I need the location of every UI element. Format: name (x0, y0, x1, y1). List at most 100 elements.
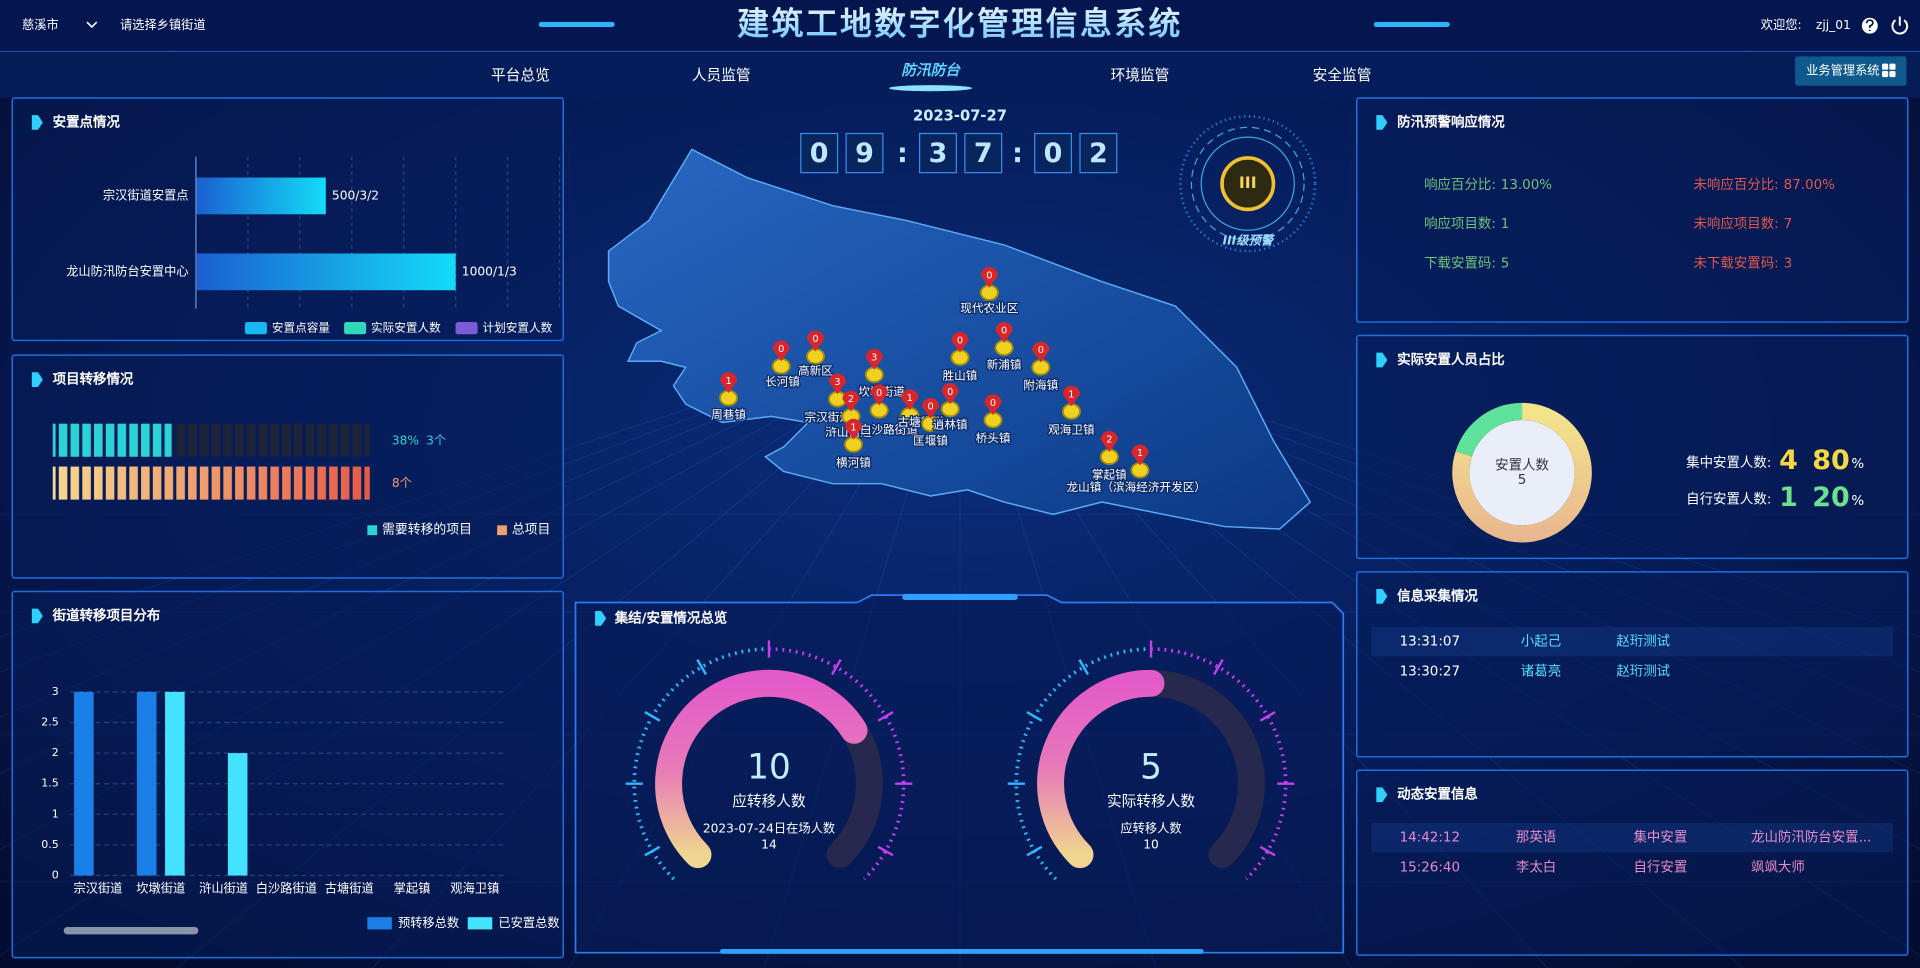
pin-count: 0 (957, 335, 963, 346)
response-value: 5 (1501, 256, 1510, 271)
gauge-tick (1259, 711, 1276, 722)
welcome: 欢迎您: (1761, 17, 1802, 32)
table-cell: 那英语 (1516, 829, 1556, 846)
town-name: 周巷镇 (711, 408, 746, 422)
town-name: 观海卫镇 (1048, 422, 1095, 436)
panel-title-marker (595, 611, 607, 626)
nav-item[interactable]: 人员监管 (692, 67, 751, 84)
response-item: 未下载安置码: 3 (1693, 255, 1792, 271)
gauge-tick (1259, 845, 1276, 857)
system-button[interactable] (1795, 56, 1907, 86)
clock-box (1079, 132, 1118, 174)
panel-title-marker (1376, 352, 1388, 368)
dropdown-chevron[interactable] (86, 21, 98, 29)
response-item: 响应百分比: 13.00% (1424, 176, 1552, 193)
town-name: 长河镇 (765, 375, 800, 389)
gauge-ring (632, 647, 769, 881)
gauge-value (1037, 669, 1165, 869)
table-cell: 诸葛亮 (1521, 663, 1561, 680)
donut-bg (1469, 420, 1575, 526)
legend-label: 已安置总数 (498, 915, 559, 930)
gauge-tick (1026, 711, 1043, 722)
donut-segment (1455, 402, 1523, 457)
nav-item[interactable]: 防汛防台 (901, 62, 961, 79)
legend-label: 需要转移的项目 (382, 522, 472, 538)
bar (195, 177, 326, 215)
y-tick-label: 1.5 (41, 777, 59, 790)
legend-label: 总项目 (512, 523, 551, 538)
clock-box (800, 132, 839, 174)
nav-item[interactable]: 环境监管 (1111, 66, 1170, 84)
x-tick-label: 宗汉街道 (73, 881, 122, 896)
gauge-ref-value: 14 (761, 837, 777, 851)
gauge-ref-value: 10 (1143, 837, 1159, 851)
city: 慈溪市 (22, 17, 59, 32)
panel-title-marker (1376, 115, 1388, 130)
nav-item[interactable]: 平台总览 (491, 67, 550, 84)
table-cell: 15:26:40 (1400, 861, 1460, 876)
town-name: 匡堰镇 (913, 433, 948, 447)
town-select[interactable]: 请选择乡镇街道 (120, 18, 206, 32)
pin-count: 0 (990, 398, 996, 409)
donut-center-label: 安置人数 (1495, 457, 1549, 473)
response-label: 下载安置码: (1424, 255, 1496, 271)
frame-deco (902, 593, 1018, 601)
panel-title-marker (31, 372, 43, 387)
town-name: 白沙路街道 (860, 422, 918, 436)
y-tick-label: 2 (52, 746, 59, 759)
user-name: zjj_01 (1816, 18, 1851, 32)
scrollbar[interactable] (63, 926, 199, 935)
clock-digit: : (897, 138, 908, 169)
map-pin (1100, 431, 1118, 452)
response-value: 87.00% (1784, 178, 1836, 193)
panel-title: 动态安置信息 (1397, 786, 1478, 803)
page-title: 建筑工地数字化管理信息系统 (737, 5, 1183, 43)
value-label: 3个 (426, 433, 446, 447)
map-pin (901, 389, 919, 411)
category-label: 宗汉街道安置点 (103, 187, 189, 202)
legend-label: 自行安置人数: (1686, 492, 1771, 508)
table-cell: 龙山防汛防台安置... (1751, 830, 1871, 846)
legend-value: 1 (1779, 482, 1798, 513)
pin-count: 0 (812, 334, 818, 345)
legend-label: 预转移总数 (398, 915, 459, 930)
town-name: 附海镇 (1023, 378, 1058, 392)
gauge-tick (877, 845, 894, 857)
gauge-ref-label: 应转移人数 (1120, 821, 1181, 836)
panel-title-marker (1376, 787, 1388, 803)
pin-count: 2 (1106, 435, 1112, 446)
gauge-tick (1078, 659, 1090, 676)
system-button-label[interactable]: 业务管理系统 (1806, 63, 1879, 78)
legend-percent: 20 (1812, 482, 1849, 513)
legend-swatch (455, 322, 478, 335)
map-pin (922, 397, 940, 419)
power-icon[interactable] (1891, 16, 1909, 35)
gauge-tick (644, 711, 661, 722)
x-tick-label: 白沙路街道 (256, 881, 317, 896)
table-cell: 13:30:27 (1400, 665, 1460, 680)
panel (11, 97, 564, 342)
bar (195, 253, 456, 291)
nav-bar (0, 51, 1920, 98)
response-label: 未响应项目数: (1693, 215, 1778, 232)
response-label: 未下载安置码: (1693, 255, 1778, 271)
map-pin (842, 390, 860, 412)
town-name: 现代农业区 (960, 301, 1018, 315)
grid-icon (1882, 63, 1889, 70)
panel-title: 安置点情况 (53, 113, 121, 130)
map-pin (772, 340, 790, 362)
nav-item[interactable]: 安全监管 (1313, 66, 1372, 84)
y-tick-label: 2.5 (41, 715, 59, 728)
table-cell: 13:31:07 (1400, 635, 1460, 650)
overview-frame (574, 594, 1345, 954)
pin-count: 2 (848, 394, 854, 405)
panel-title-marker (1376, 589, 1388, 604)
panel-title: 集结/安置情况总览 (614, 609, 728, 626)
badge-ring (1200, 136, 1295, 231)
nav-active-glow (888, 85, 973, 92)
town-name: 掌起镇 (1092, 468, 1127, 482)
legend-label: 计划安置人数 (482, 321, 552, 335)
map-pin (844, 418, 863, 440)
bg-grid (959, 317, 1920, 638)
